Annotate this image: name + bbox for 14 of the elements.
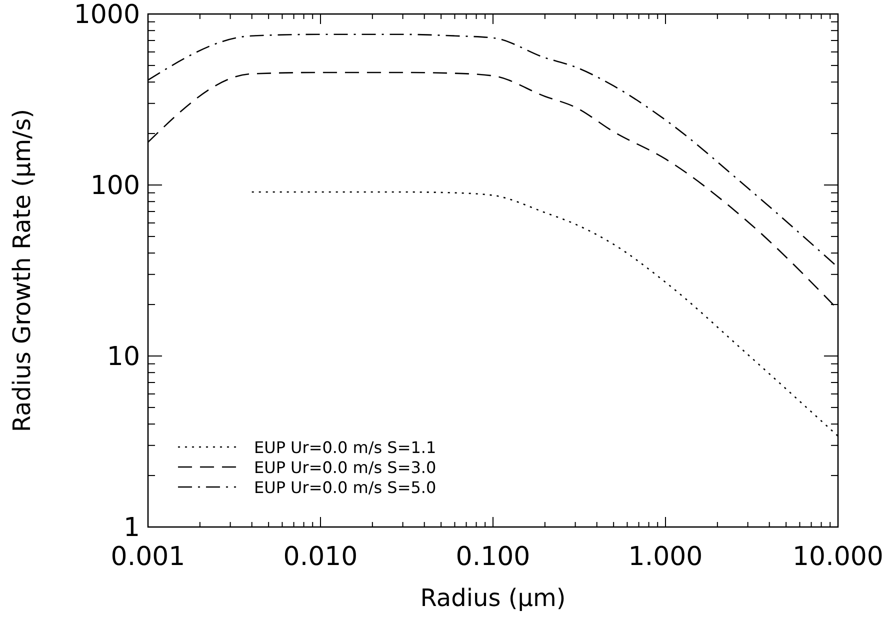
y-tick-label: 1000 (74, 0, 140, 30)
y-tick-label: 1 (123, 513, 140, 543)
y-tick-label: 100 (90, 171, 140, 201)
y-tick-label: 10 (106, 342, 140, 372)
x-tick-label: 0.010 (283, 542, 358, 572)
legend-label: EUP Ur=0.0 m/s S=5.0 (254, 478, 436, 497)
x-tick-label: 0.100 (456, 542, 530, 572)
legend-label: EUP Ur=0.0 m/s S=3.0 (254, 458, 436, 477)
x-tick-label: 10.000 (792, 542, 884, 572)
y-axis-title: Radius Growth Rate (μm/s) (8, 108, 36, 432)
x-tick-label: 0.001 (110, 542, 186, 572)
x-axis-title: Radius (μm) (420, 584, 566, 612)
x-tick-label: 1.000 (628, 542, 703, 572)
legend-label: EUP Ur=0.0 m/s S=1.1 (254, 438, 436, 457)
